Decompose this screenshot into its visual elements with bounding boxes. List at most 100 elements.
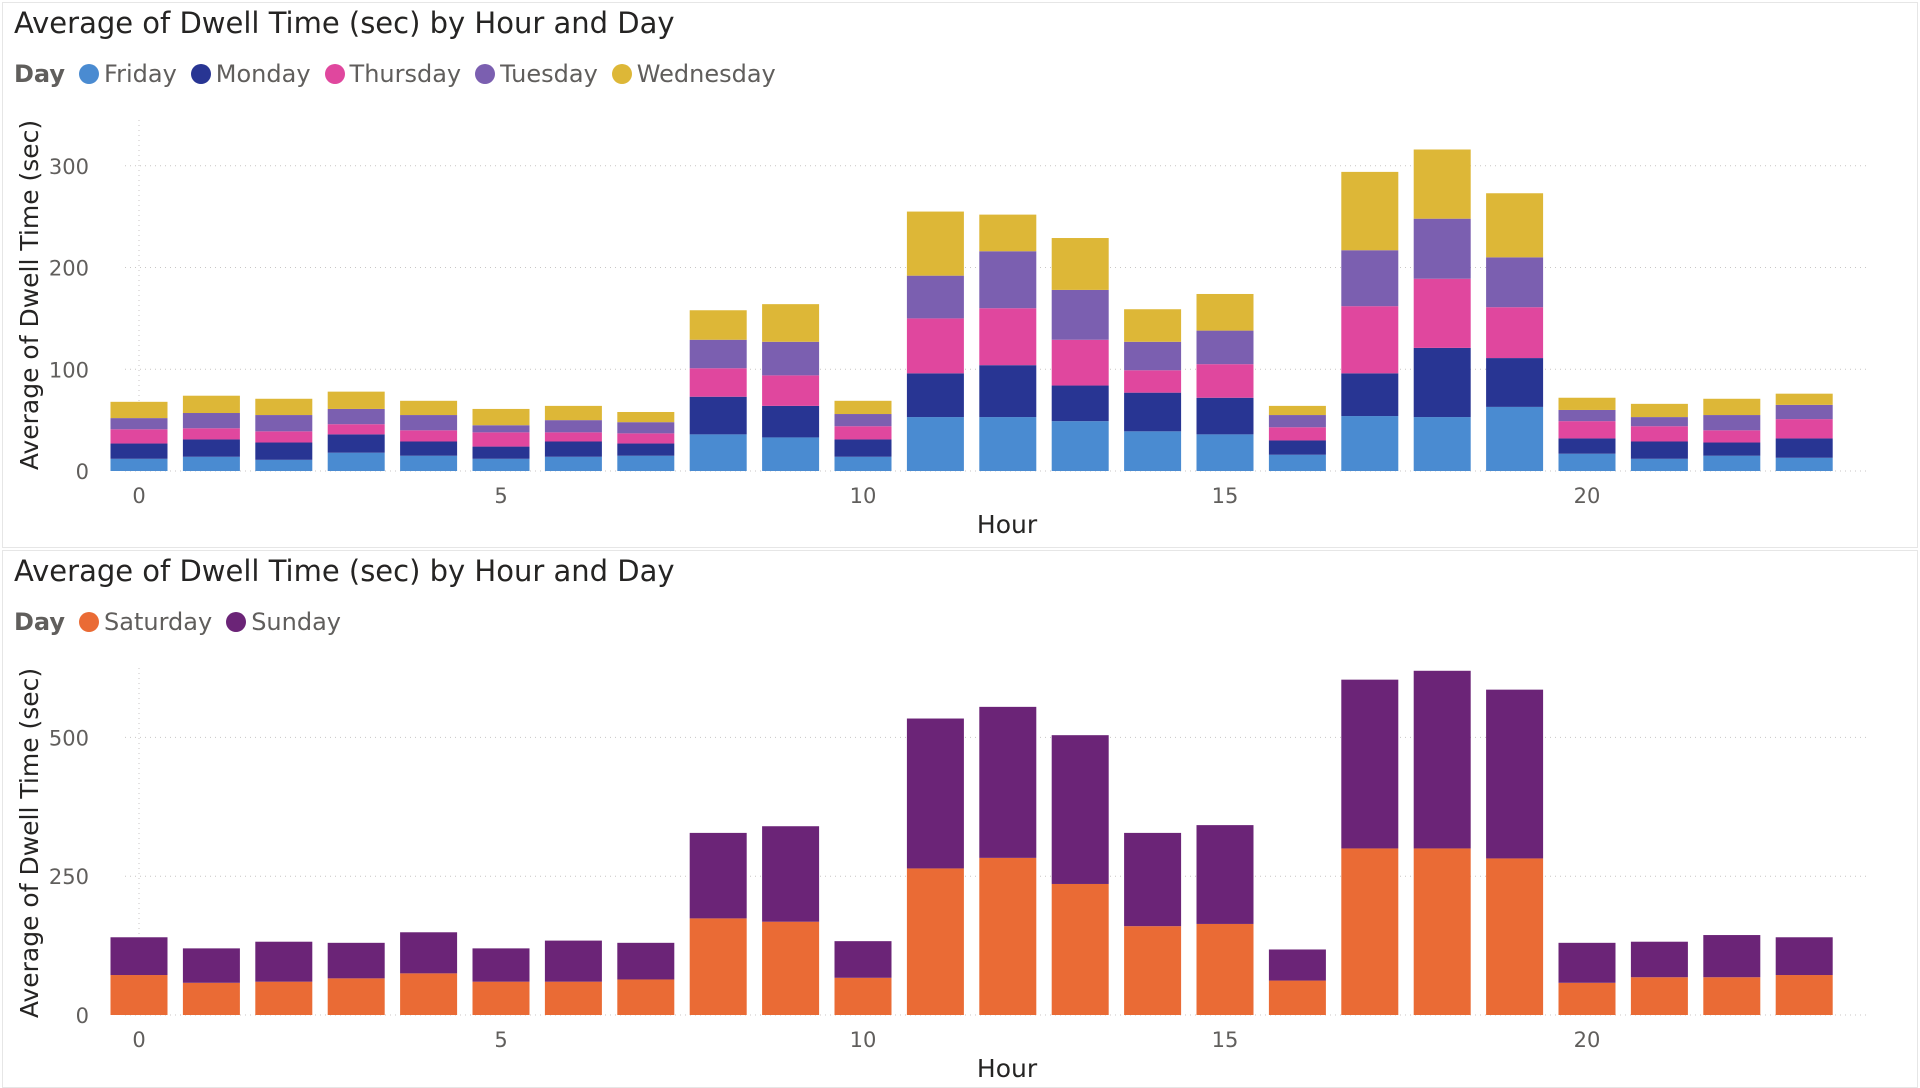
bar-segment[interactable]: [472, 432, 530, 447]
bar-segment[interactable]: [1051, 421, 1109, 471]
bar-segment[interactable]: [1558, 982, 1616, 1015]
bar-segment[interactable]: [762, 405, 820, 438]
bar-segment[interactable]: [762, 921, 820, 1015]
bar-segment[interactable]: [689, 310, 747, 340]
bar-segment[interactable]: [834, 400, 892, 415]
bar-segment[interactable]: [1413, 670, 1471, 849]
bar-segment[interactable]: [255, 981, 313, 1015]
bar-segment[interactable]: [544, 405, 602, 421]
bar-segment[interactable]: [1703, 935, 1761, 978]
bar-segment[interactable]: [834, 977, 892, 1015]
bar-segment[interactable]: [1124, 392, 1182, 432]
bar-segment[interactable]: [1413, 149, 1471, 219]
bar-segment[interactable]: [1051, 238, 1109, 290]
bar-segment[interactable]: [617, 433, 675, 444]
bar-segment[interactable]: [110, 429, 168, 444]
bar-segment[interactable]: [979, 706, 1037, 858]
bar-segment[interactable]: [1196, 434, 1254, 471]
bar-segment[interactable]: [834, 426, 892, 440]
bar-segment[interactable]: [1775, 393, 1833, 405]
bar-segment[interactable]: [1196, 397, 1254, 435]
bar-segment[interactable]: [1124, 431, 1182, 471]
bar-segment[interactable]: [544, 940, 602, 982]
bar-segment[interactable]: [1630, 941, 1688, 978]
bar-segment[interactable]: [1341, 306, 1399, 374]
bar-segment[interactable]: [1486, 406, 1544, 471]
bar-segment[interactable]: [1341, 171, 1399, 251]
bar-segment[interactable]: [1341, 679, 1399, 849]
bar-segment[interactable]: [1775, 404, 1833, 420]
legend-item[interactable]: Sunday: [226, 608, 341, 636]
bar-segment[interactable]: [327, 391, 385, 409]
bar-segment[interactable]: [617, 411, 675, 423]
bar-segment[interactable]: [834, 456, 892, 471]
bar-segment[interactable]: [1630, 977, 1688, 1015]
bar-segment[interactable]: [110, 401, 168, 419]
bar-segment[interactable]: [327, 942, 385, 979]
bar-segment[interactable]: [834, 439, 892, 457]
legend-item[interactable]: Friday: [79, 60, 177, 88]
bar-segment[interactable]: [1268, 427, 1326, 441]
bar-segment[interactable]: [1775, 419, 1833, 439]
bar-segment[interactable]: [1268, 980, 1326, 1015]
bar-segment[interactable]: [1775, 457, 1833, 471]
bar-segment[interactable]: [1558, 453, 1616, 471]
bar-segment[interactable]: [1124, 341, 1182, 371]
bar-segment[interactable]: [762, 437, 820, 471]
bar-segment[interactable]: [617, 455, 675, 471]
bar-segment[interactable]: [255, 941, 313, 982]
bar-segment[interactable]: [1341, 416, 1399, 471]
bar-segment[interactable]: [906, 417, 964, 471]
bar-segment[interactable]: [400, 932, 458, 974]
bar-segment[interactable]: [906, 373, 964, 418]
bar-segment[interactable]: [472, 458, 530, 471]
legend-item[interactable]: Monday: [190, 60, 311, 88]
bar-segment[interactable]: [762, 375, 820, 406]
bar-segment[interactable]: [979, 417, 1037, 471]
bar-segment[interactable]: [762, 304, 820, 342]
bar-segment[interactable]: [1413, 278, 1471, 348]
bar-segment[interactable]: [617, 443, 675, 456]
bar-segment[interactable]: [1486, 193, 1544, 258]
bar-segment[interactable]: [689, 918, 747, 1015]
bar-segment[interactable]: [1486, 257, 1544, 308]
bar-segment[interactable]: [1558, 421, 1616, 439]
bar-segment[interactable]: [1196, 923, 1254, 1015]
bar-segment[interactable]: [544, 441, 602, 457]
bar-segment[interactable]: [327, 978, 385, 1015]
bar-segment[interactable]: [400, 400, 458, 416]
bar-segment[interactable]: [472, 425, 530, 433]
bar-segment[interactable]: [906, 275, 964, 319]
bar-segment[interactable]: [544, 981, 602, 1015]
bar-segment[interactable]: [1558, 409, 1616, 422]
legend-item[interactable]: Tuesday: [475, 60, 598, 88]
bar-segment[interactable]: [617, 979, 675, 1015]
bar-segment[interactable]: [1124, 309, 1182, 342]
bar-segment[interactable]: [255, 459, 313, 471]
bar-segment[interactable]: [1268, 949, 1326, 981]
bar-segment[interactable]: [1268, 454, 1326, 471]
bar-segment[interactable]: [689, 368, 747, 397]
bar-segment[interactable]: [472, 948, 530, 982]
bar-segment[interactable]: [906, 868, 964, 1015]
bar-segment[interactable]: [110, 458, 168, 471]
bar-segment[interactable]: [1703, 442, 1761, 456]
bar-segment[interactable]: [1486, 689, 1544, 859]
bar-segment[interactable]: [1558, 438, 1616, 454]
bar-segment[interactable]: [182, 439, 240, 457]
bar-segment[interactable]: [1413, 347, 1471, 418]
bar-segment[interactable]: [906, 718, 964, 869]
bar-segment[interactable]: [1051, 339, 1109, 386]
bar-segment[interactable]: [255, 398, 313, 416]
bar-segment[interactable]: [1341, 848, 1399, 1015]
bar-segment[interactable]: [1341, 373, 1399, 417]
bar-segment[interactable]: [617, 422, 675, 434]
bar-segment[interactable]: [617, 942, 675, 980]
bar-segment[interactable]: [327, 452, 385, 471]
bar-segment[interactable]: [400, 415, 458, 431]
bar-segment[interactable]: [544, 420, 602, 433]
bar-segment[interactable]: [1703, 415, 1761, 431]
bar-segment[interactable]: [834, 941, 892, 978]
bar-segment[interactable]: [1051, 883, 1109, 1015]
bar-segment[interactable]: [544, 456, 602, 471]
